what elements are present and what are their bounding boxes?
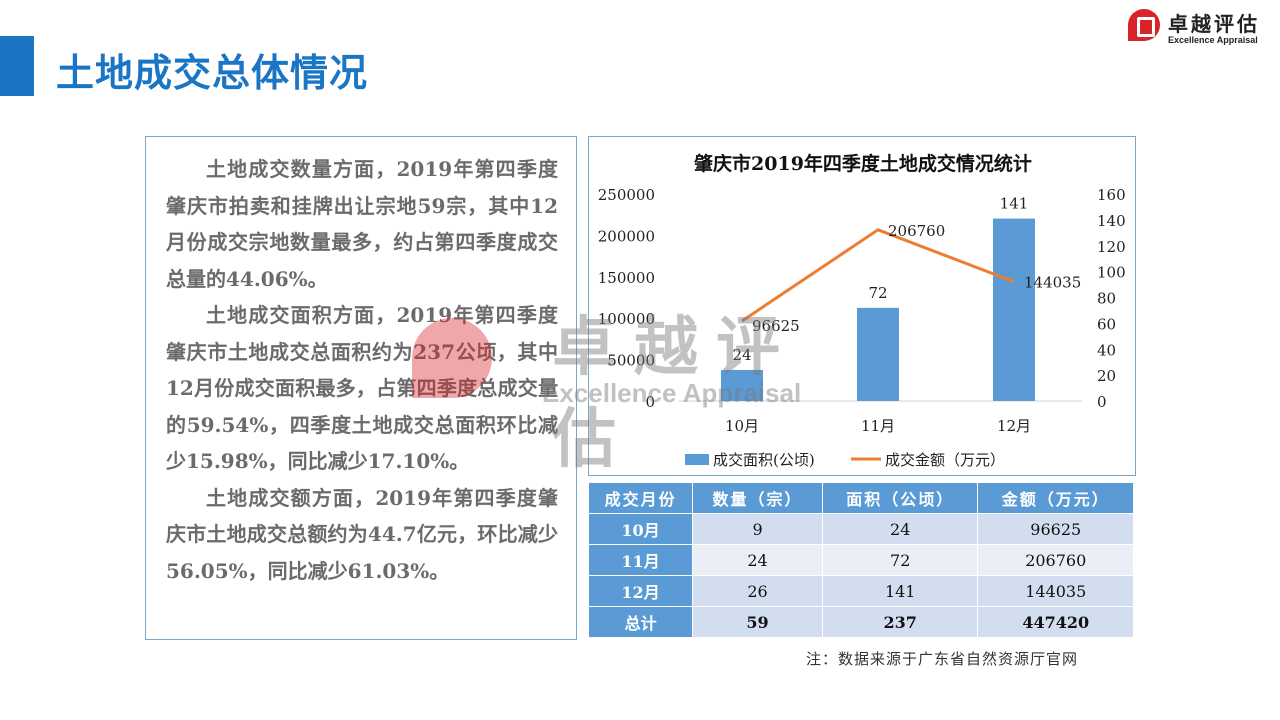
logo-mark-icon bbox=[1128, 9, 1160, 41]
cell-count: 24 bbox=[692, 544, 823, 576]
left-axis-tick-label: 0 bbox=[645, 393, 655, 411]
data-table: 成交月份 数量（宗） 面积（公顷） 金额（万元） 10月 9 24 96625 … bbox=[587, 482, 1134, 638]
cell-month: 12月 bbox=[587, 575, 694, 607]
line-data-label: 96625 bbox=[752, 317, 800, 335]
cell-count: 26 bbox=[692, 575, 823, 607]
table-row: 12月 26 141 144035 bbox=[587, 575, 1134, 607]
table-row: 11月 24 72 206760 bbox=[587, 544, 1134, 576]
cell-amount: 206760 bbox=[977, 544, 1134, 576]
company-logo: 卓越评估 Excellence Appraisal bbox=[1128, 6, 1278, 46]
logo-text-en: Excellence Appraisal bbox=[1168, 35, 1258, 45]
cell-area: 141 bbox=[821, 575, 979, 607]
right-axis-tick-label: 140 bbox=[1097, 212, 1126, 230]
right-axis-tick-label: 40 bbox=[1097, 341, 1116, 359]
right-axis-tick-label: 100 bbox=[1097, 264, 1126, 282]
paragraph-quantity: 土地成交数量方面，2019年第四季度肇庆市拍卖和挂牌出让宗地59宗，其中12月份… bbox=[166, 157, 558, 291]
bar-data-label: 72 bbox=[868, 284, 887, 302]
bar-data-label: 141 bbox=[1000, 195, 1029, 213]
x-axis-tick-label: 10月 bbox=[725, 417, 759, 435]
cell-month: 11月 bbox=[587, 544, 694, 576]
page-title: 土地成交总体情况 bbox=[56, 51, 369, 95]
left-axis-tick-label: 250000 bbox=[598, 186, 655, 204]
cell-month: 10月 bbox=[587, 513, 694, 545]
table-row: 10月 9 24 96625 bbox=[587, 513, 1134, 545]
table-header-row: 成交月份 数量（宗） 面积（公顷） 金额（万元） bbox=[587, 482, 1134, 514]
column-header: 金额（万元） bbox=[977, 482, 1134, 514]
cell-total-label: 总计 bbox=[587, 606, 694, 638]
paragraph-amount: 土地成交额方面，2019年第四季度肇庆市土地成交总额约为44.7亿元，环比减少5… bbox=[166, 485, 558, 583]
cell-total-area: 237 bbox=[821, 606, 979, 638]
right-axis-tick-label: 160 bbox=[1097, 186, 1126, 204]
legend-bar-label: 成交面积(公顷) bbox=[713, 451, 815, 469]
bar-10月 bbox=[721, 369, 763, 401]
cell-amount: 144035 bbox=[977, 575, 1134, 607]
title-accent-bar bbox=[0, 36, 34, 96]
legend-bar-swatch bbox=[685, 454, 709, 465]
table-total-row: 总计 59 237 447420 bbox=[587, 606, 1134, 638]
left-axis-tick-label: 150000 bbox=[598, 269, 655, 287]
combo-chart: 肇庆市2019年四季度土地成交情况统计050000100000150000200… bbox=[598, 152, 1126, 469]
cell-total-count: 59 bbox=[692, 606, 823, 638]
column-header: 成交月份 bbox=[587, 482, 694, 514]
logo-text-cn: 卓越评估 bbox=[1168, 12, 1260, 36]
right-axis-tick-label: 60 bbox=[1097, 315, 1116, 333]
source-note: 注：数据来源于广东省自然资源厅官网 bbox=[806, 650, 1079, 668]
cell-area: 24 bbox=[821, 513, 979, 545]
right-axis-tick-label: 0 bbox=[1097, 393, 1107, 411]
legend-line-label: 成交金额（万元） bbox=[885, 451, 1005, 469]
cell-amount: 96625 bbox=[977, 513, 1134, 545]
line-data-label: 144035 bbox=[1024, 274, 1081, 292]
chart-container: 肇庆市2019年四季度土地成交情况统计 0 50000 100000 150000 200… bbox=[588, 136, 1136, 476]
left-axis-tick-label: 200000 bbox=[598, 227, 655, 245]
column-header: 数量（宗） bbox=[692, 482, 823, 514]
paragraph-area: 土地成交面积方面，2019年第四季度肇庆市土地成交总面积约为237公顷，其中12… bbox=[166, 303, 558, 473]
line-series-amount bbox=[741, 228, 1015, 323]
cell-count: 9 bbox=[692, 513, 823, 545]
chart-title: 肇庆市2019年四季度土地成交情况统计 bbox=[694, 152, 1032, 175]
right-axis-tick-label: 120 bbox=[1097, 238, 1126, 256]
left-axis-tick-label: 100000 bbox=[598, 310, 655, 328]
right-axis-tick-label: 80 bbox=[1097, 290, 1116, 308]
x-axis-tick-label: 11月 bbox=[861, 417, 895, 435]
left-axis-tick-label: 50000 bbox=[607, 352, 655, 370]
bar-12月 bbox=[993, 218, 1035, 401]
right-axis-tick-label: 20 bbox=[1097, 367, 1116, 385]
cell-area: 72 bbox=[821, 544, 979, 576]
line-data-label: 206760 bbox=[888, 222, 945, 240]
bar-11月 bbox=[857, 307, 899, 401]
cell-total-amount: 447420 bbox=[977, 606, 1134, 638]
bar-data-label: 24 bbox=[732, 346, 751, 364]
summary-textbox: 土地成交数量方面，2019年第四季度肇庆市拍卖和挂牌出让宗地59宗，其中12月份… bbox=[145, 136, 577, 640]
column-header: 面积（公顷） bbox=[821, 482, 979, 514]
x-axis-tick-label: 12月 bbox=[997, 417, 1031, 435]
